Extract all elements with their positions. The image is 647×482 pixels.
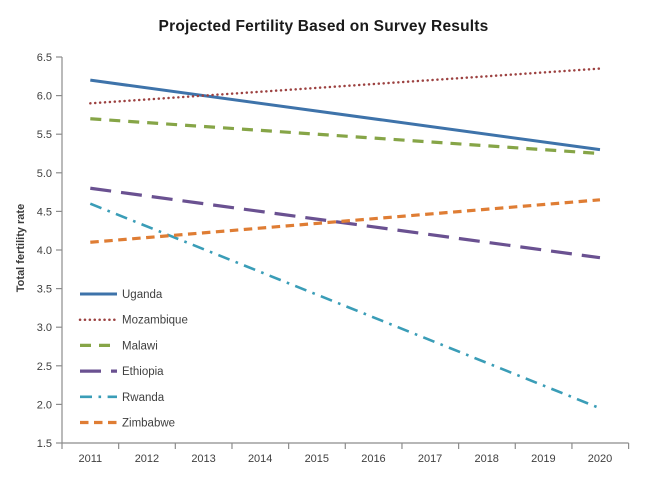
series-line-malawi: [90, 117, 601, 156]
y-tick-label: 2.5: [37, 361, 52, 373]
x-tick-label: 2019: [531, 453, 555, 465]
x-tick-label: 2014: [248, 453, 272, 465]
x-tick-label: 2018: [474, 453, 498, 465]
legend-label-zimbabwe: Zimbabwe: [122, 418, 175, 430]
legend-label-ethiopia: Ethiopia: [122, 366, 164, 378]
x-tick-label: 2013: [191, 453, 215, 465]
y-tick-label: 5.0: [37, 168, 52, 180]
chart-title: Projected Fertility Based on Survey Resu…: [158, 18, 489, 35]
series-line-zimbabwe: [90, 198, 601, 244]
legend-label-rwanda: Rwanda: [122, 392, 165, 404]
x-tick-label: 2011: [78, 453, 102, 465]
y-tick-label: 5.5: [37, 129, 52, 141]
y-tick-label: 6.5: [37, 52, 52, 64]
legend-label-mozambique: Mozambique: [122, 315, 188, 327]
y-tick-label: 1.5: [37, 438, 52, 450]
series-line-uganda: [90, 78, 601, 152]
y-tick-label: 4.0: [37, 245, 52, 257]
y-tick-label: 2.0: [37, 399, 52, 411]
x-tick-label: 2012: [135, 453, 159, 465]
x-tick-label: 2015: [305, 453, 329, 465]
y-tick-label: 4.5: [37, 206, 52, 218]
series-line-mozambique: [89, 67, 602, 105]
series-line-rwanda: [89, 202, 601, 410]
y-tick-label: 6.0: [37, 91, 52, 103]
x-tick-label: 2016: [361, 453, 385, 465]
legend-label-malawi: Malawi: [122, 340, 158, 352]
x-tick-label: 2020: [588, 453, 612, 465]
y-tick-label: 3.5: [37, 284, 52, 296]
y-tick-label: 3.0: [37, 322, 52, 334]
legend-label-uganda: Uganda: [122, 289, 163, 301]
series-line-ethiopia: [90, 186, 601, 260]
x-tick-label: 2017: [418, 453, 442, 465]
